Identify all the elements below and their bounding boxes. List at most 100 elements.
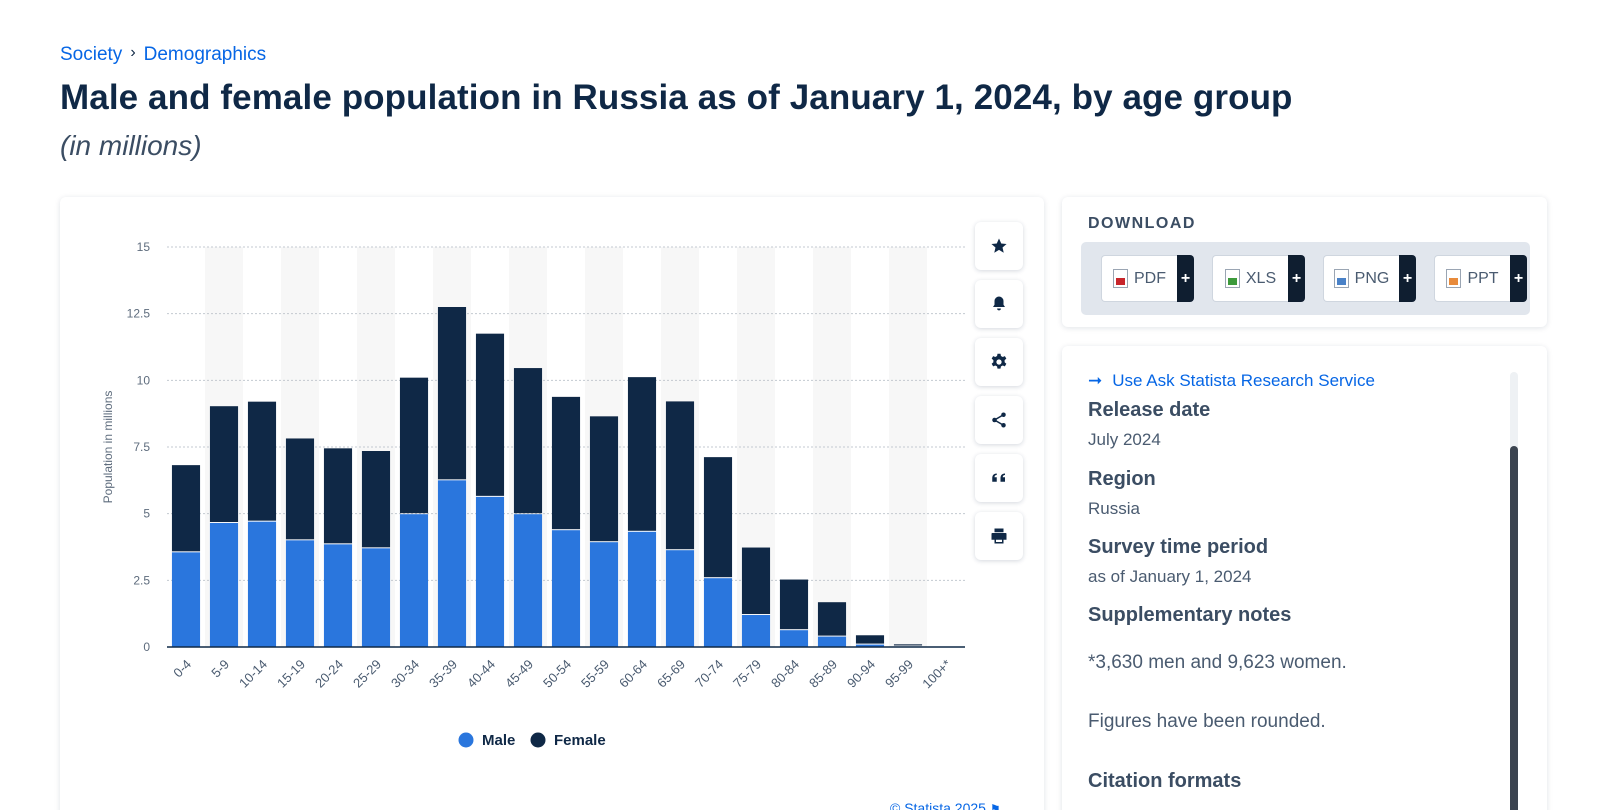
bar-female-45-49: [513, 368, 543, 514]
bar-male-70-74: [703, 578, 733, 647]
x-tick-label: 25-29: [350, 657, 384, 691]
download-pdf-button[interactable]: PDF +: [1101, 255, 1194, 302]
bar-male-20-24: [323, 544, 353, 647]
x-tick-label: 30-34: [388, 657, 422, 691]
x-tick-label: 85-89: [806, 657, 840, 691]
breadcrumb-society-link[interactable]: Society: [60, 44, 123, 65]
pdf-file-icon: [1113, 269, 1128, 288]
bar-female-40-44: [475, 333, 505, 496]
bar-female-80-84: [779, 579, 809, 630]
bar-female-95-99: [893, 644, 923, 646]
statista-copyright[interactable]: © Statista 2025 ⚑: [890, 800, 1001, 810]
x-tick-label: 35-39: [426, 657, 460, 691]
ppt-label: PPT: [1467, 269, 1499, 287]
ppt-plus: +: [1510, 255, 1527, 302]
x-tick-label: 75-79: [730, 657, 764, 691]
gear-icon: [991, 353, 1007, 369]
bar-male-45-49: [513, 514, 543, 647]
x-tick-label: 5-9: [208, 657, 232, 681]
share-icon: [992, 412, 1006, 428]
x-tick-label: 20-24: [312, 657, 346, 691]
supplementary-note-1: *3,630 men and 9,623 women.: [1088, 652, 1347, 673]
y-axis-title: Population in millions: [101, 391, 115, 504]
x-tick-label: 0-4: [170, 657, 194, 681]
settings-button[interactable]: [975, 338, 1023, 386]
page-title: Male and female population in Russia as …: [60, 78, 1293, 117]
pdf-plus: +: [1177, 255, 1194, 302]
bar-female-70-74: [703, 457, 733, 578]
bar-female-0-4: [171, 465, 201, 552]
breadcrumb: Society › Demographics: [60, 44, 266, 66]
xls-label: XLS: [1245, 269, 1277, 287]
supplementary-note-2: Figures have been rounded.: [1088, 711, 1326, 732]
flag-icon: ⚑: [989, 802, 1001, 810]
x-tick-label: 15-19: [274, 657, 308, 691]
bar-female-50-54: [551, 396, 581, 530]
xls-file-icon: [1224, 269, 1240, 288]
print-button[interactable]: [975, 512, 1023, 560]
notification-button[interactable]: [975, 280, 1023, 328]
x-tick-label: 70-74: [692, 657, 726, 691]
bar-female-85-89: [817, 602, 847, 636]
x-tick-label: 80-84: [768, 657, 802, 691]
favorite-button[interactable]: [975, 222, 1023, 270]
release-date-value: July 2024: [1088, 430, 1161, 449]
bar-male-15-19: [285, 540, 315, 647]
y-tick-label: 10: [137, 373, 151, 387]
bar-male-65-69: [665, 550, 695, 647]
bar-female-75-79: [741, 547, 771, 614]
arrow-right-icon: ➞: [1088, 371, 1103, 390]
quote-icon: [992, 473, 1005, 482]
region-value: Russia: [1088, 499, 1140, 518]
download-options: PDF + XLS + PNG + PPT +: [1081, 242, 1530, 315]
x-tick-label: 100+*: [919, 657, 954, 692]
bar-female-5-9: [209, 406, 239, 522]
bar-male-80-84: [779, 630, 809, 647]
bar-female-35-39: [437, 307, 467, 480]
png-file-icon: [1333, 269, 1349, 288]
chart-toolbar: [975, 222, 1023, 560]
bar-female-10-14: [247, 401, 277, 521]
bar-male-5-9: [209, 523, 239, 647]
bar-male-30-34: [399, 514, 429, 647]
bar-female-30-34: [399, 377, 429, 514]
bar-male-10-14: [247, 521, 277, 647]
breadcrumb-separator: ›: [130, 44, 136, 61]
legend-male-marker: [458, 732, 474, 748]
bar-male-85-89: [817, 636, 847, 647]
png-label: PNG: [1354, 269, 1390, 287]
download-xls-button[interactable]: XLS +: [1212, 255, 1305, 302]
y-tick-label: 2.5: [133, 573, 150, 587]
star-icon: [991, 238, 1007, 253]
supplementary-notes-label: Supplementary notes: [1088, 604, 1292, 626]
x-tick-label: 65-69: [654, 657, 688, 691]
survey-period-label: Survey time period: [1088, 536, 1269, 558]
region-label: Region: [1088, 468, 1156, 490]
x-tick-label: 50-54: [540, 657, 574, 691]
ask-statista-link[interactable]: ➞ Use Ask Statista Research Service: [1088, 371, 1375, 391]
x-tick-label: 90-94: [844, 657, 878, 691]
page-subtitle: (in millions): [60, 130, 202, 161]
x-tick-label: 10-14: [236, 657, 270, 691]
x-tick-label: 45-49: [502, 657, 536, 691]
download-card: DOWNLOAD PDF + XLS + PNG +: [1062, 197, 1547, 327]
ask-statista-label: Use Ask Statista Research Service: [1112, 371, 1375, 390]
scrollbar-thumb[interactable]: [1510, 446, 1518, 810]
png-plus: +: [1399, 255, 1416, 302]
ppt-file-icon: [1446, 269, 1462, 288]
breadcrumb-demographics-link[interactable]: Demographics: [143, 44, 267, 65]
y-tick-label: 15: [137, 240, 151, 254]
bar-male-55-59: [589, 542, 619, 647]
bar-female-65-69: [665, 401, 695, 550]
bar-female-15-19: [285, 438, 315, 540]
xls-plus: +: [1288, 255, 1305, 302]
bar-male-25-29: [361, 548, 391, 647]
citation-button[interactable]: [975, 454, 1023, 502]
download-png-button[interactable]: PNG +: [1323, 255, 1416, 302]
bar-male-0-4: [171, 552, 201, 647]
survey-period-value: as of January 1, 2024: [1088, 567, 1252, 586]
download-ppt-button[interactable]: PPT +: [1434, 255, 1527, 302]
bar-male-50-54: [551, 530, 581, 647]
share-button[interactable]: [975, 396, 1023, 444]
